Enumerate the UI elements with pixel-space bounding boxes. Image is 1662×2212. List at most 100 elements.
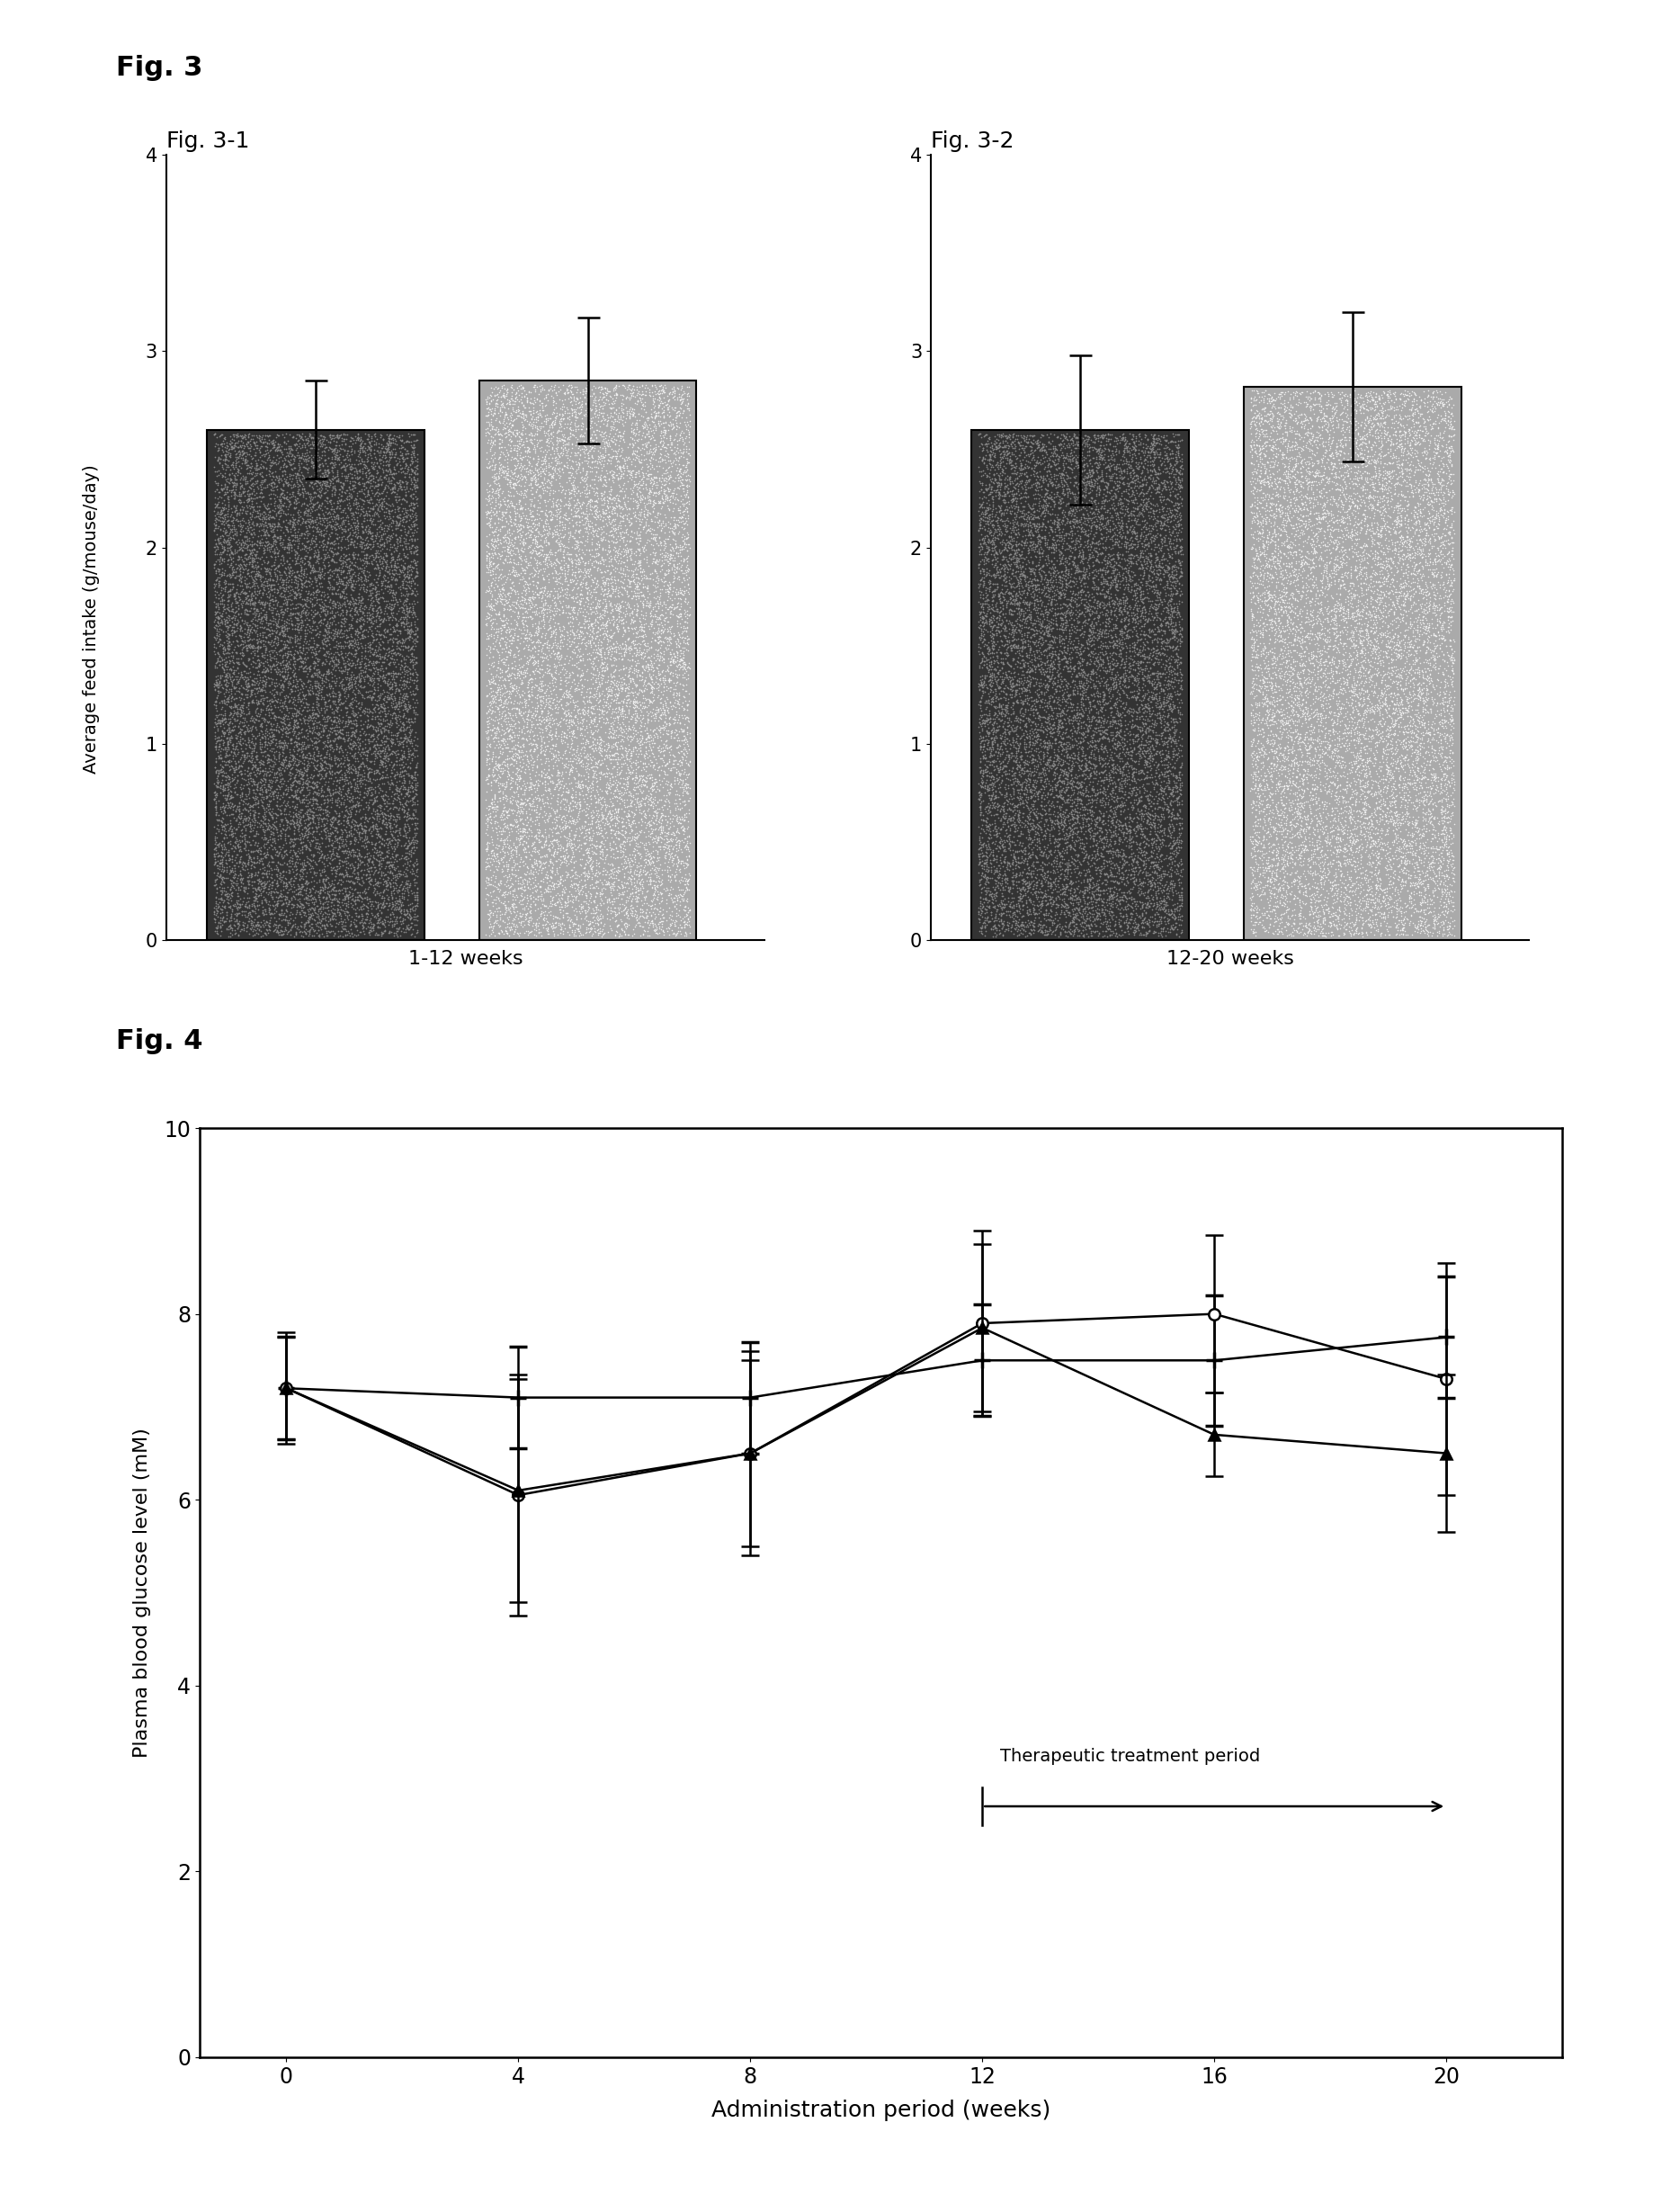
Point bbox=[233, 648, 259, 684]
Point bbox=[1025, 774, 1052, 810]
Point bbox=[399, 557, 425, 593]
Point bbox=[314, 836, 341, 872]
Point bbox=[1361, 504, 1388, 540]
Point bbox=[1147, 622, 1173, 657]
Point bbox=[587, 841, 613, 876]
Point bbox=[1155, 653, 1182, 688]
Point bbox=[1015, 896, 1042, 931]
Point bbox=[996, 526, 1022, 562]
Point bbox=[312, 754, 339, 790]
Point bbox=[1095, 482, 1122, 518]
Point bbox=[643, 849, 670, 885]
Point bbox=[248, 606, 274, 641]
Point bbox=[981, 498, 1007, 533]
Point bbox=[972, 626, 999, 661]
Point bbox=[224, 604, 251, 639]
Point bbox=[487, 522, 514, 557]
Point bbox=[1278, 810, 1305, 845]
Point bbox=[994, 575, 1020, 611]
Point bbox=[1142, 865, 1168, 900]
Point bbox=[1423, 515, 1449, 551]
Point bbox=[254, 624, 281, 659]
Point bbox=[1094, 597, 1120, 633]
Point bbox=[670, 878, 696, 914]
Point bbox=[1145, 533, 1172, 568]
Point bbox=[1408, 571, 1434, 606]
Point bbox=[1155, 442, 1182, 478]
Point bbox=[402, 703, 429, 739]
Point bbox=[1099, 894, 1125, 929]
Point bbox=[1261, 639, 1288, 675]
Point bbox=[976, 524, 1002, 560]
Point bbox=[592, 845, 618, 880]
Point bbox=[203, 885, 229, 920]
Point bbox=[622, 619, 648, 655]
Point bbox=[293, 810, 319, 845]
Point bbox=[309, 657, 336, 692]
Point bbox=[1361, 453, 1388, 489]
Point bbox=[1325, 745, 1351, 781]
Point bbox=[284, 737, 311, 772]
Point bbox=[1124, 699, 1150, 734]
Point bbox=[502, 394, 529, 429]
Point bbox=[670, 493, 696, 529]
Point bbox=[1100, 703, 1127, 739]
Point bbox=[547, 863, 573, 898]
Point bbox=[479, 646, 505, 681]
Point bbox=[1409, 420, 1436, 456]
Point bbox=[1320, 889, 1346, 925]
Point bbox=[379, 790, 406, 825]
Point bbox=[1439, 761, 1466, 796]
Point bbox=[653, 688, 680, 723]
Point bbox=[635, 511, 661, 546]
Point bbox=[515, 916, 542, 951]
Point bbox=[1100, 630, 1127, 666]
Point bbox=[322, 677, 349, 712]
Point bbox=[1378, 838, 1404, 874]
Point bbox=[660, 533, 686, 568]
Point bbox=[474, 761, 500, 796]
Point bbox=[279, 681, 306, 717]
Point bbox=[558, 599, 585, 635]
Point bbox=[206, 493, 233, 529]
Point bbox=[976, 770, 1002, 805]
Point bbox=[969, 838, 996, 874]
Point bbox=[558, 624, 585, 659]
Point bbox=[535, 655, 562, 690]
Point bbox=[578, 728, 605, 763]
Point bbox=[1333, 843, 1360, 878]
Point bbox=[490, 675, 517, 710]
Point bbox=[507, 697, 534, 732]
Point bbox=[613, 378, 640, 414]
Point bbox=[376, 679, 402, 714]
Point bbox=[1266, 900, 1293, 936]
Point bbox=[371, 681, 397, 717]
Point bbox=[1343, 613, 1369, 648]
Point bbox=[396, 650, 422, 686]
Point bbox=[490, 876, 517, 911]
Point bbox=[1258, 684, 1285, 719]
Point bbox=[563, 493, 590, 529]
Point bbox=[525, 440, 552, 476]
Point bbox=[1403, 772, 1429, 807]
Point bbox=[1421, 759, 1448, 794]
Point bbox=[538, 431, 565, 467]
Point bbox=[647, 657, 673, 692]
Point bbox=[1240, 575, 1266, 611]
Point bbox=[1301, 518, 1328, 553]
Point bbox=[1077, 473, 1104, 509]
Point bbox=[236, 533, 263, 568]
Point bbox=[299, 551, 326, 586]
Point bbox=[1376, 878, 1403, 914]
Point bbox=[336, 624, 362, 659]
Point bbox=[615, 367, 642, 403]
Point bbox=[278, 768, 304, 803]
Point bbox=[592, 741, 618, 776]
Point bbox=[660, 403, 686, 438]
Point bbox=[994, 551, 1020, 586]
Point bbox=[1286, 900, 1313, 936]
Point bbox=[1007, 759, 1034, 794]
Point bbox=[605, 462, 632, 498]
Point bbox=[1261, 734, 1288, 770]
Point bbox=[502, 456, 529, 491]
